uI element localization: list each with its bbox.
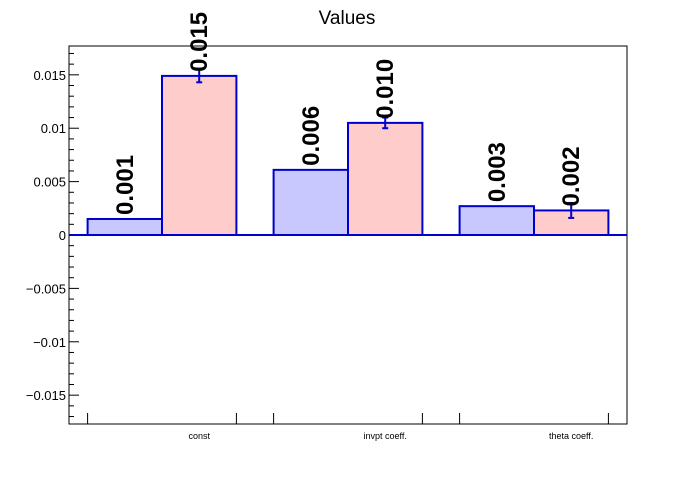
data-label: 0.001: [112, 155, 139, 215]
y-tick-label: −0.005: [26, 281, 66, 296]
bar: [272, 168, 350, 236]
bar: [86, 217, 163, 236]
data-label: 0.010: [372, 59, 399, 119]
data-labels: 0.001 0.006 0.003 0.015 0.010 0.002: [112, 12, 585, 215]
error-bars: [196, 68, 575, 219]
bar: [347, 121, 424, 236]
y-tick-label: 0: [59, 228, 66, 243]
y-tick-label: −0.01: [33, 335, 66, 350]
data-label: 0.002: [558, 146, 585, 206]
x-tick-label: theta coeff.: [549, 431, 593, 441]
bar: [458, 205, 536, 237]
bars: [86, 74, 610, 237]
x-tick-label: invpt coeff.: [364, 431, 407, 441]
y-tick-label: −0.015: [26, 388, 66, 403]
y-tick-label: 0.015: [33, 68, 66, 83]
y-tick-label: 0.01: [41, 121, 66, 136]
bar: [161, 74, 238, 237]
chart-title: Values: [319, 8, 376, 29]
data-label: 0.015: [186, 12, 213, 72]
x-tick-label: const: [188, 431, 210, 441]
y-tick-label: 0.005: [33, 175, 66, 190]
x-axis: const invpt coeff. theta coeff.: [87, 413, 609, 441]
data-label: 0.003: [484, 142, 511, 202]
y-axis: −0.015 −0.01 −0.005 0 0.005 0.01 0.015: [26, 52, 79, 418]
data-label: 0.006: [298, 106, 325, 166]
